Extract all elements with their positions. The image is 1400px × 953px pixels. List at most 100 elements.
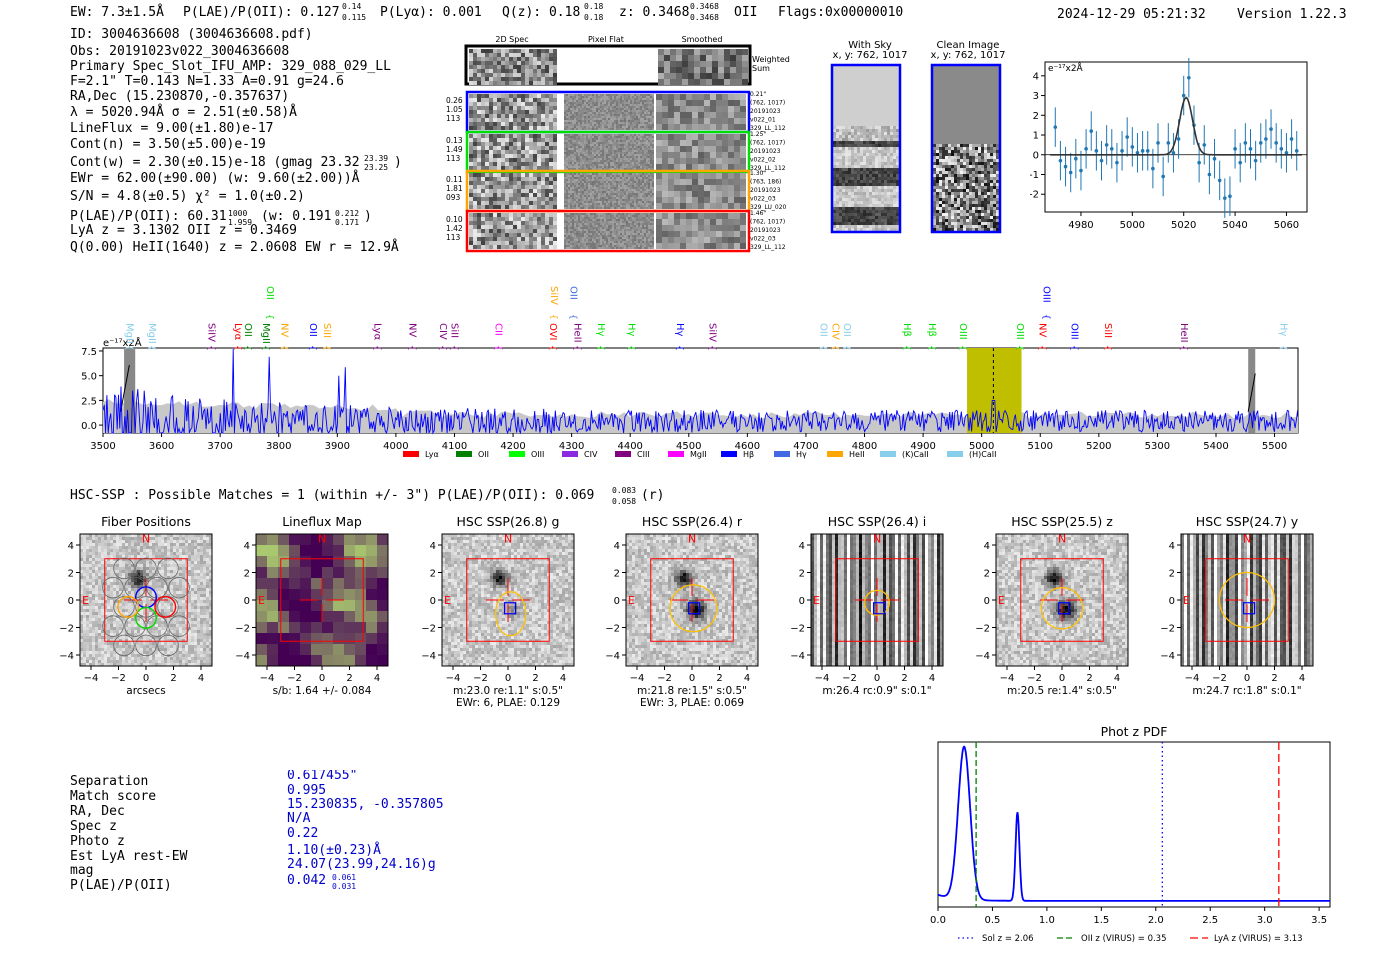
cutout-pixel (578, 243, 580, 245)
cutout-pixel (630, 193, 632, 195)
sky-pixel (878, 153, 881, 156)
cutout-pixel (566, 118, 568, 120)
cutout-pixel (600, 235, 602, 237)
cutout-pixel (580, 142, 582, 144)
cutout-pixel (648, 219, 650, 221)
cutout-pixel (694, 49, 700, 55)
cutout-pixel (568, 140, 570, 142)
cutout-pixel (568, 239, 570, 241)
cutout-pixel (630, 239, 632, 241)
cutout-pixel (644, 152, 646, 154)
cutout-pixel (644, 201, 646, 203)
cutout-pixel (612, 237, 614, 239)
cutout-pixel (674, 106, 680, 112)
cutout-pixel (642, 138, 644, 140)
cutout-pixel (578, 166, 580, 168)
cutout-pixel (616, 118, 618, 120)
cutout-pixel (521, 53, 525, 57)
cutout-pixel (588, 114, 590, 116)
cutout-pixel (638, 181, 640, 183)
cutout-pixel (509, 150, 513, 154)
cutout-pixel (648, 205, 650, 207)
cutout-pixel (596, 237, 598, 239)
cutout-pixel (533, 69, 537, 73)
cutout-pixel (570, 96, 572, 98)
sky-pixel (896, 129, 899, 132)
cutout-pixel (626, 197, 628, 199)
cutout-pixel (602, 173, 604, 175)
cutout-pixel (630, 128, 632, 130)
cutout-pixel (533, 126, 537, 130)
sky-pixel (881, 150, 884, 153)
cutout-pixel (469, 114, 473, 118)
cutout-pixel (606, 138, 608, 140)
cutout-pixel (608, 134, 610, 136)
cutout-pixel (564, 191, 566, 193)
cutout-pixel (588, 138, 590, 140)
cutout-pixel (606, 146, 608, 148)
cutout-pixel (497, 142, 501, 146)
cutout-pixel (582, 181, 584, 183)
cutout-pixel (612, 152, 614, 154)
cutout-pixel (630, 98, 632, 100)
sky-pixel (860, 126, 863, 129)
cutout-pixel (656, 237, 662, 243)
cutout-pixel (584, 175, 586, 177)
cutout-pixel (604, 120, 606, 122)
cutout-pixel (636, 235, 638, 237)
cutout-pixel (636, 179, 638, 181)
cutout-pixel (592, 104, 594, 106)
cutout-pixel (650, 215, 652, 217)
cutout-pixel (473, 114, 477, 118)
cutout-pixel (590, 154, 592, 156)
cutout-pixel (580, 98, 582, 100)
cutout-pixel (602, 140, 604, 142)
cutout-pixel (620, 156, 622, 158)
cutout-pixel (616, 140, 618, 142)
cutout-pixel (513, 122, 517, 126)
cutout-pixel (590, 168, 592, 170)
cutout-pixel (704, 158, 710, 164)
cutout-pixel (624, 144, 626, 146)
cutout-pixel (602, 168, 604, 170)
cutout-pixel (501, 94, 505, 98)
cutout-pixel (481, 154, 485, 158)
cutout-pixel (489, 205, 493, 209)
cutout-pixel (626, 187, 628, 189)
cutout-pixel (694, 79, 700, 85)
cutout-pixel (606, 166, 608, 168)
sky-pixel (842, 132, 845, 135)
cutout-pixel (646, 201, 648, 203)
cutout-pixel (469, 197, 473, 201)
cutout-pixel (636, 146, 638, 148)
cutout-pixel (636, 118, 638, 120)
cutout-pixel (568, 106, 570, 108)
cutout-pixel (489, 189, 493, 193)
cutout-pixel (521, 217, 525, 221)
cutout-pixel (610, 243, 612, 245)
cutout-pixel (489, 114, 493, 118)
cutout-pixel (634, 215, 636, 217)
cutout-pixel (493, 146, 497, 150)
cutout-pixel (572, 122, 574, 124)
cutout-pixel (662, 231, 668, 237)
cutout-pixel (608, 229, 610, 231)
cutout-pixel (600, 215, 602, 217)
cutout-pixel (608, 205, 610, 207)
cutout-pixel (624, 231, 626, 233)
cutout-pixel (586, 162, 588, 164)
sky-pixel (836, 138, 839, 141)
cutout-pixel (594, 235, 596, 237)
cutout-pixel (497, 233, 501, 237)
cutout-pixel (497, 118, 501, 122)
cutout-pixel (636, 150, 638, 152)
cutout-pixel (588, 229, 590, 231)
cutout-pixel (582, 205, 584, 207)
cutout-pixel (620, 94, 622, 96)
cutout-pixel (497, 73, 501, 77)
cutout-pixel (473, 221, 477, 225)
cutout-pixel (630, 229, 632, 231)
cutout-pixel (658, 79, 664, 85)
cutout-pixel (680, 179, 686, 185)
cutout-pixel (537, 73, 541, 77)
